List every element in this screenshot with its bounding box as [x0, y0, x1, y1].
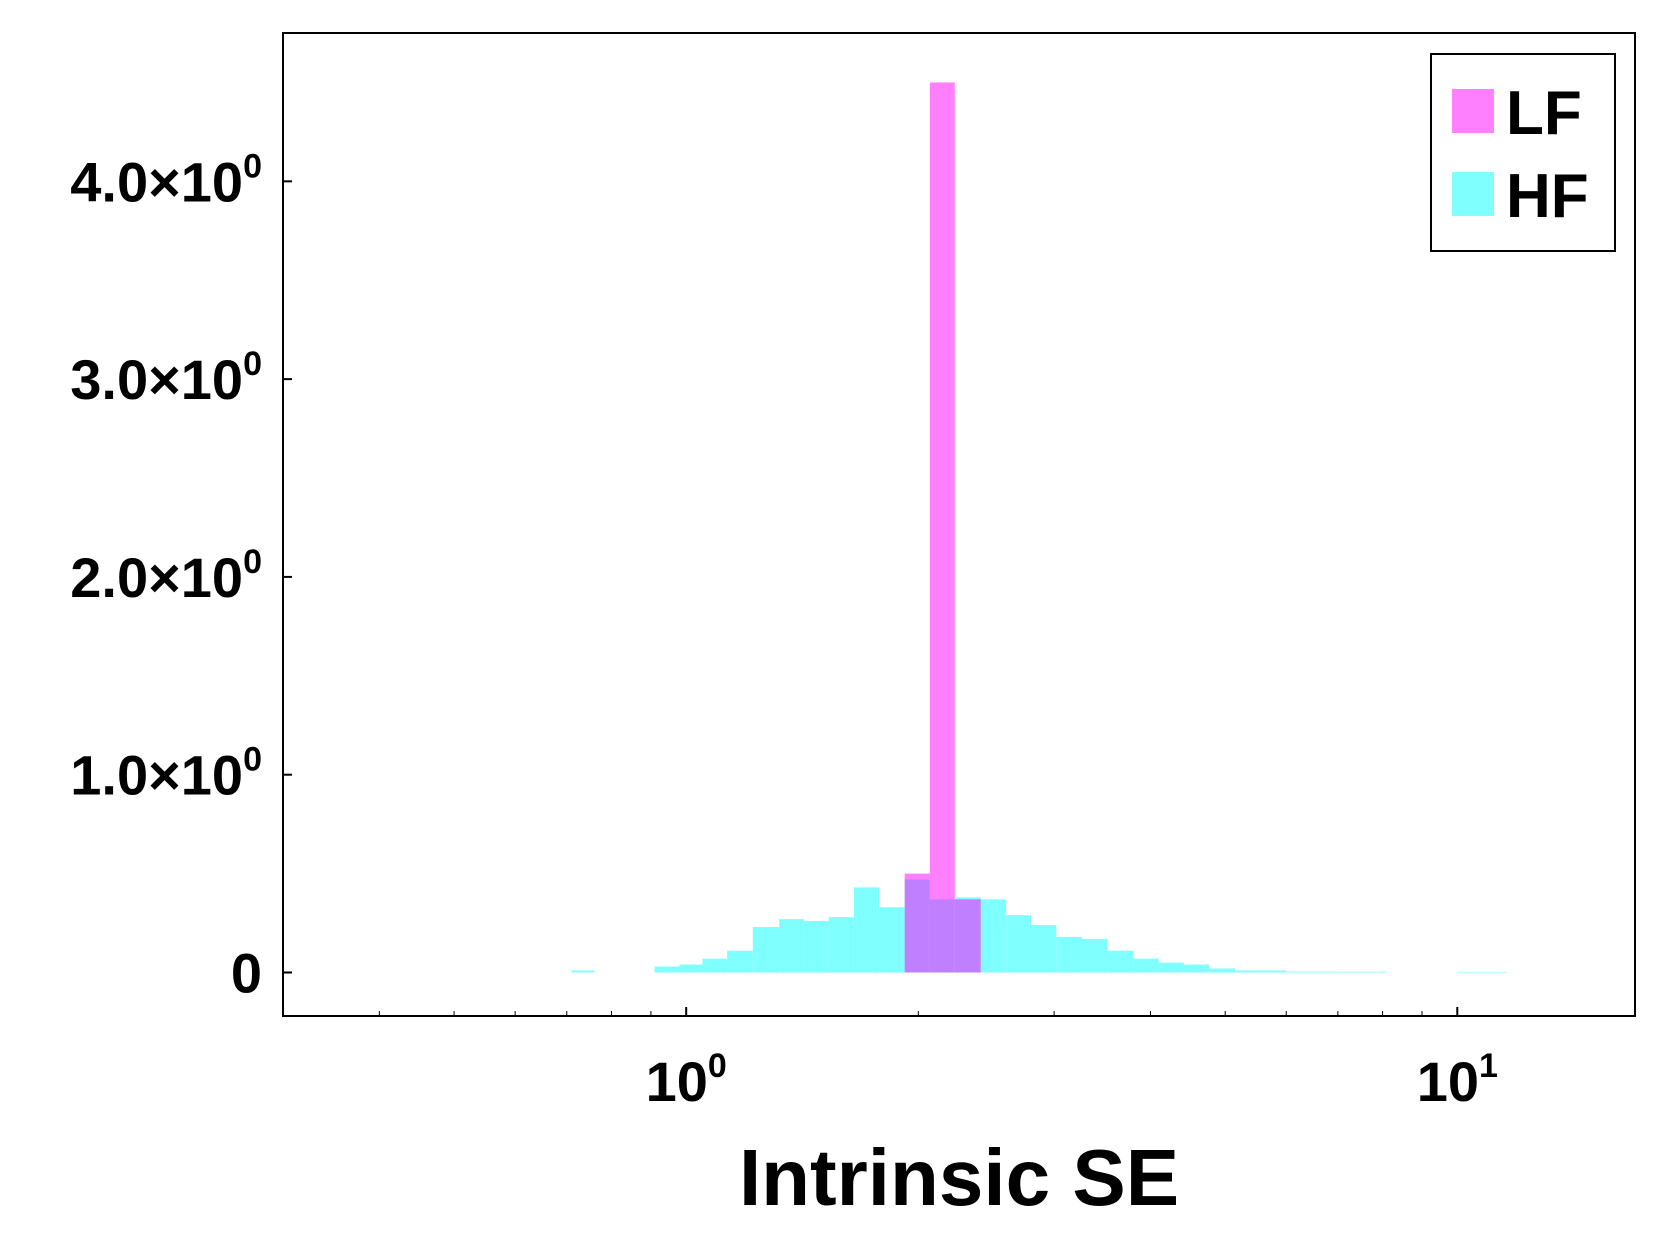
- bar-hf-25: [1260, 970, 1287, 973]
- bar-hf-5: [752, 927, 780, 973]
- bar-hf-30: [1457, 971, 1484, 973]
- bar-hf-26: [1286, 971, 1312, 973]
- bar-lf-2: [954, 899, 981, 973]
- bar-hf-18: [1081, 938, 1108, 973]
- y-tick-label-4: 4.0×100: [70, 147, 262, 213]
- bar-hf-8: [828, 917, 854, 973]
- legend-box: [1430, 53, 1616, 252]
- series-lf: [904, 82, 981, 973]
- bar-hf-20: [1133, 958, 1159, 973]
- y-axis: 0 1.0×100 2.0×100 3.0×100 4.0×100: [70, 147, 292, 1004]
- bar-hf-7: [803, 921, 829, 973]
- y-tick-label-0: 0: [231, 941, 262, 1004]
- bar-hf-2: [679, 964, 703, 973]
- bar-hf-4: [727, 950, 753, 973]
- bar-hf-0: [571, 970, 595, 973]
- bar-hf-3: [702, 958, 728, 973]
- bars-layer: [571, 82, 1507, 973]
- bar-hf-23: [1209, 968, 1236, 973]
- bar-hf-27: [1311, 971, 1337, 973]
- y-tick-label-1: 1.0×100: [70, 741, 262, 807]
- x-tick-label-1: 101: [1417, 1047, 1498, 1113]
- bar-hf-19: [1107, 950, 1134, 973]
- bar-hf-29: [1362, 971, 1387, 973]
- bar-hf-17: [1056, 936, 1082, 973]
- bar-hf-10: [879, 907, 905, 973]
- bar-hf-6: [779, 919, 804, 973]
- legend-swatch-lf: [1452, 89, 1494, 133]
- bar-hf-16: [1031, 925, 1057, 973]
- y-tick-label-3: 3.0×100: [70, 345, 262, 411]
- legend-swatch-hf: [1452, 172, 1494, 216]
- bar-lf-0: [904, 873, 930, 973]
- legend-label-lf: LF: [1506, 79, 1582, 148]
- legend-label-hf: HF: [1506, 162, 1589, 231]
- y-tick-label-2: 2.0×100: [70, 543, 262, 609]
- x-axis: 100 101: [282, 1007, 1498, 1113]
- x-tick-label-0: 100: [646, 1047, 727, 1113]
- legend: LF HF: [1430, 53, 1616, 252]
- bar-hf-21: [1158, 962, 1184, 973]
- bar-hf-9: [853, 887, 880, 973]
- bar-hf-28: [1336, 971, 1363, 973]
- bar-hf-15: [1006, 915, 1031, 973]
- bar-hf-1: [654, 966, 680, 973]
- bar-hf-31: [1483, 971, 1507, 973]
- plot-frame: [282, 32, 1636, 1017]
- bar-lf-1: [929, 82, 955, 973]
- bar-hf-22: [1183, 964, 1210, 973]
- bar-hf-14: [980, 899, 1007, 973]
- plot-background: [283, 33, 1635, 1016]
- x-axis-title: Intrinsic SE: [739, 1133, 1179, 1222]
- bar-hf-24: [1235, 970, 1261, 973]
